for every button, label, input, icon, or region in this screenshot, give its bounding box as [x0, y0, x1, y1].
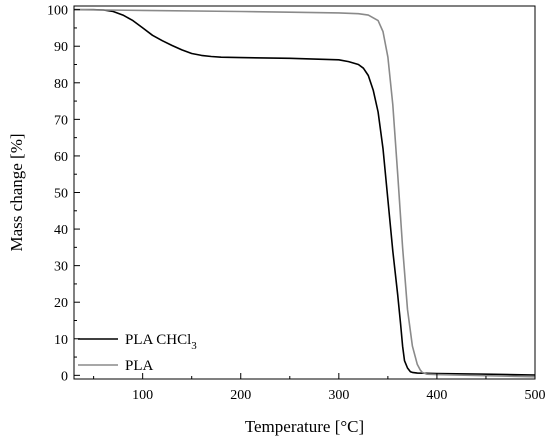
y-tick-label: 100	[47, 4, 68, 19]
x-tick-label: 300	[328, 388, 349, 403]
legend-label-pla: PLA	[125, 358, 154, 374]
x-tick-label: 500	[525, 388, 546, 403]
x-axis-title: Temperature [°C]	[245, 417, 364, 436]
legend-label-pla-chcl3: PLA CHCl3	[125, 332, 197, 352]
x-tick-label: 100	[132, 388, 153, 403]
y-tick-label: 10	[54, 333, 68, 348]
axis-ticks	[74, 9, 536, 379]
y-tick-label: 60	[54, 150, 68, 165]
series-line-pla-chcl3	[74, 8, 536, 376]
y-tick-label: 20	[54, 296, 68, 311]
y-tick-label: 40	[54, 223, 68, 238]
plot-lines	[73, 8, 536, 378]
y-tick-label: 80	[54, 77, 68, 92]
y-axis-title: Mass change [%]	[7, 133, 26, 251]
y-tick-label: 50	[54, 187, 68, 202]
axis-tick-labels: 100 200 300 400 500 0 10 20 30 40 50 60 70 80 90 100	[47, 4, 546, 403]
series-line-pla	[73, 8, 536, 378]
y-tick-label: 0	[61, 369, 68, 384]
x-tick-label: 200	[230, 388, 251, 403]
legend: PLA CHCl3 PLA	[78, 332, 197, 374]
y-tick-label: 90	[54, 40, 68, 55]
x-tick-label: 400	[426, 388, 447, 403]
y-tick-label: 70	[54, 113, 68, 128]
y-tick-label: 30	[54, 260, 68, 275]
plot-frame	[73, 5, 536, 380]
